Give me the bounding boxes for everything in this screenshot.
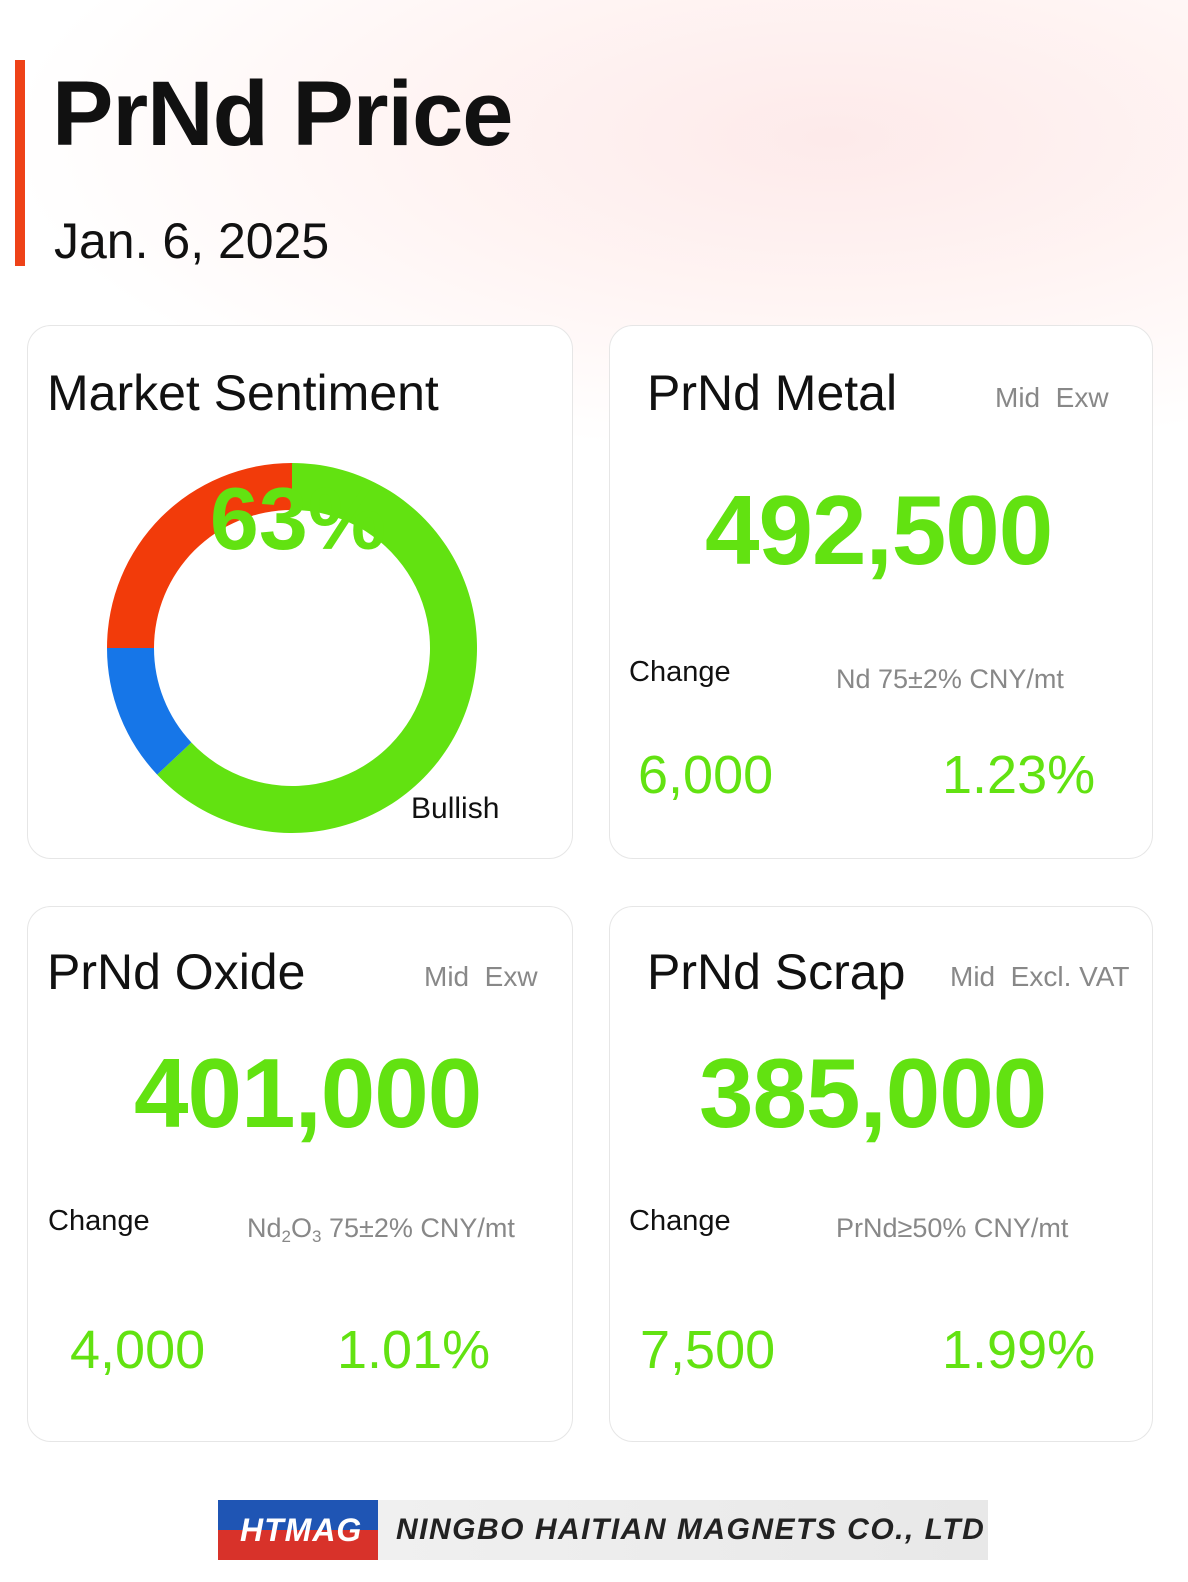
donut-slice-1	[107, 648, 192, 775]
oxide-change-value: 4,000	[70, 1320, 206, 1380]
company-name: NINGBO HAITIAN MAGNETS CO., LTD	[396, 1513, 986, 1546]
donut-slice-0	[157, 463, 477, 833]
scrap-change-percent: 1.99%	[942, 1320, 1096, 1380]
sentiment-donut-chart	[106, 462, 478, 834]
metal-change-percent: 1.23%	[942, 745, 1096, 805]
company-footer-banner: HTMAG NINGBO HAITIAN MAGNETS CO., LTD	[218, 1500, 988, 1560]
logo-red-band	[218, 1530, 378, 1560]
metal-price: 492,500	[705, 475, 1053, 585]
page-title: PrNd Price	[52, 63, 513, 165]
oxide-unit-o: O	[290, 1213, 312, 1243]
page-date: Jan. 6, 2025	[54, 213, 330, 269]
metal-price-basis: Mid Exw	[995, 382, 1109, 413]
scrap-unit: PrNd≥50% CNY/mt	[836, 1213, 1069, 1243]
metal-change-label: Change	[629, 656, 731, 688]
market-sentiment-card: Market Sentiment 63% Bullish	[27, 325, 573, 859]
metal-title: PrNd Metal	[647, 365, 898, 421]
logo-blue-band	[218, 1500, 378, 1530]
oxide-price: 401,000	[134, 1038, 482, 1148]
scrap-title: PrNd Scrap	[647, 944, 906, 1000]
scrap-change-label: Change	[629, 1205, 731, 1237]
sentiment-percent: 63%	[209, 469, 387, 568]
sentiment-title: Market Sentiment	[47, 365, 439, 421]
prnd-metal-card: PrNd Metal Mid Exw 492,500 Change Nd 75±…	[609, 325, 1153, 859]
sentiment-label: Bullish	[411, 792, 500, 825]
oxide-change-label: Change	[48, 1205, 150, 1237]
oxide-unit-sub2: 3	[312, 1227, 322, 1246]
title-accent-bar	[15, 60, 25, 266]
oxide-price-basis: Mid Exw	[424, 961, 538, 992]
oxide-change-percent: 1.01%	[337, 1320, 491, 1380]
oxide-unit: Nd2O3 75±2% CNY/mt	[247, 1213, 515, 1247]
scrap-price: 385,000	[699, 1038, 1047, 1148]
prnd-oxide-card: PrNd Oxide Mid Exw 401,000 Change Nd2O3 …	[27, 906, 573, 1442]
oxide-unit-sub1: 2	[281, 1227, 291, 1246]
scrap-price-basis: Mid Excl. VAT	[950, 961, 1130, 992]
prnd-scrap-card: PrNd Scrap Mid Excl. VAT 385,000 Change …	[609, 906, 1153, 1442]
company-logo: HTMAG	[218, 1500, 378, 1560]
metal-change-value: 6,000	[638, 745, 774, 805]
donut-slice-2	[107, 463, 292, 648]
sentiment-donut-svg	[107, 463, 477, 833]
oxide-title: PrNd Oxide	[47, 944, 306, 1000]
metal-unit: Nd 75±2% CNY/mt	[836, 664, 1064, 694]
scrap-change-value: 7,500	[640, 1320, 776, 1380]
logo-text: HTMAG	[240, 1512, 363, 1548]
oxide-unit-nd: Nd	[247, 1213, 282, 1243]
oxide-unit-rest: 75±2% CNY/mt	[321, 1213, 515, 1243]
